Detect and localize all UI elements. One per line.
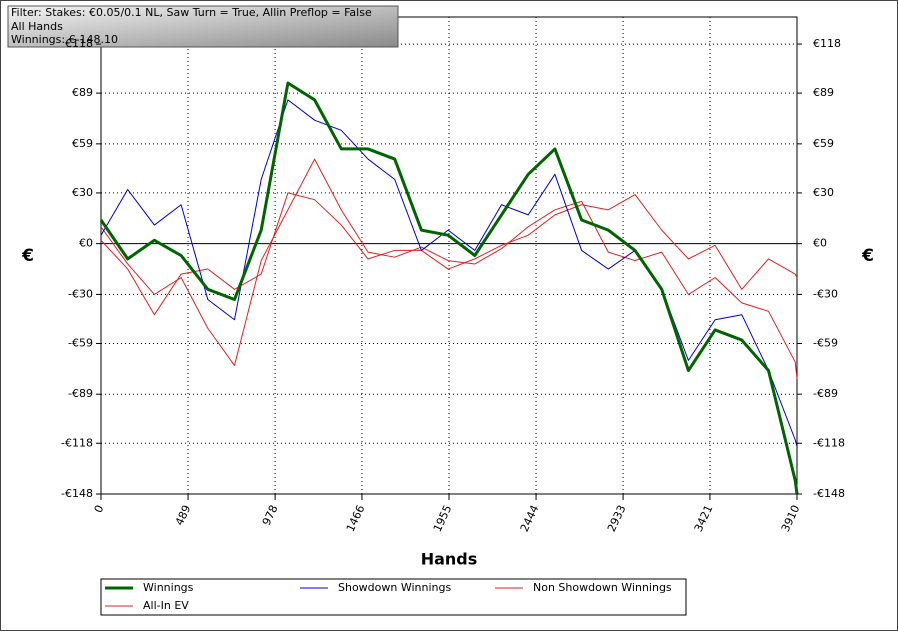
y-axis-label: € bbox=[21, 246, 34, 266]
series-line bbox=[100, 158, 798, 380]
y-tick-label: -€59 bbox=[68, 336, 93, 349]
legend-label: All-In EV bbox=[143, 599, 189, 612]
legend-label: Winnings bbox=[143, 581, 194, 594]
y2-tick-label: -€30 bbox=[813, 287, 838, 300]
legend-box bbox=[100, 578, 687, 616]
y2-tick-label: -€148 bbox=[813, 487, 845, 500]
filter-box bbox=[7, 5, 399, 48]
y-tick-label: €89 bbox=[72, 86, 93, 99]
y-tick-label: €59 bbox=[72, 137, 93, 150]
x-tick-label: 0 bbox=[92, 503, 107, 515]
x-axis-label: Hands bbox=[421, 550, 478, 569]
series-line bbox=[99, 81, 799, 495]
y2-tick-label: €59 bbox=[813, 137, 834, 150]
filter-text: All Hands bbox=[11, 20, 63, 33]
y2-tick-label: -€59 bbox=[813, 336, 838, 349]
y-tick-label: -€118 bbox=[61, 436, 93, 449]
filter-text: Winnings: €-148.10 bbox=[11, 33, 118, 46]
y-tick-label: -€89 bbox=[68, 387, 93, 400]
legend-label: Non Showdown Winnings bbox=[533, 581, 672, 594]
y-tick-label: €30 bbox=[72, 186, 93, 199]
y2-axis-label: € bbox=[861, 246, 874, 266]
y-tick-label: €118 bbox=[65, 37, 93, 50]
filter-text: Filter: Stakes: €0.05/0.1 NL, Saw Turn =… bbox=[11, 6, 372, 19]
y-tick-label: -€30 bbox=[68, 287, 93, 300]
legend-label: Showdown Winnings bbox=[338, 581, 452, 594]
y-tick-label: -€148 bbox=[61, 487, 93, 500]
y-tick-label: €0 bbox=[79, 237, 93, 250]
series-line bbox=[100, 192, 798, 316]
series-line bbox=[100, 99, 798, 447]
y2-tick-label: €118 bbox=[813, 37, 841, 50]
y2-tick-label: €89 bbox=[813, 86, 834, 99]
y2-tick-label: €30 bbox=[813, 186, 834, 199]
y2-tick-label: -€118 bbox=[813, 436, 845, 449]
y2-tick-label: -€89 bbox=[813, 387, 838, 400]
y2-tick-label: €0 bbox=[813, 237, 827, 250]
